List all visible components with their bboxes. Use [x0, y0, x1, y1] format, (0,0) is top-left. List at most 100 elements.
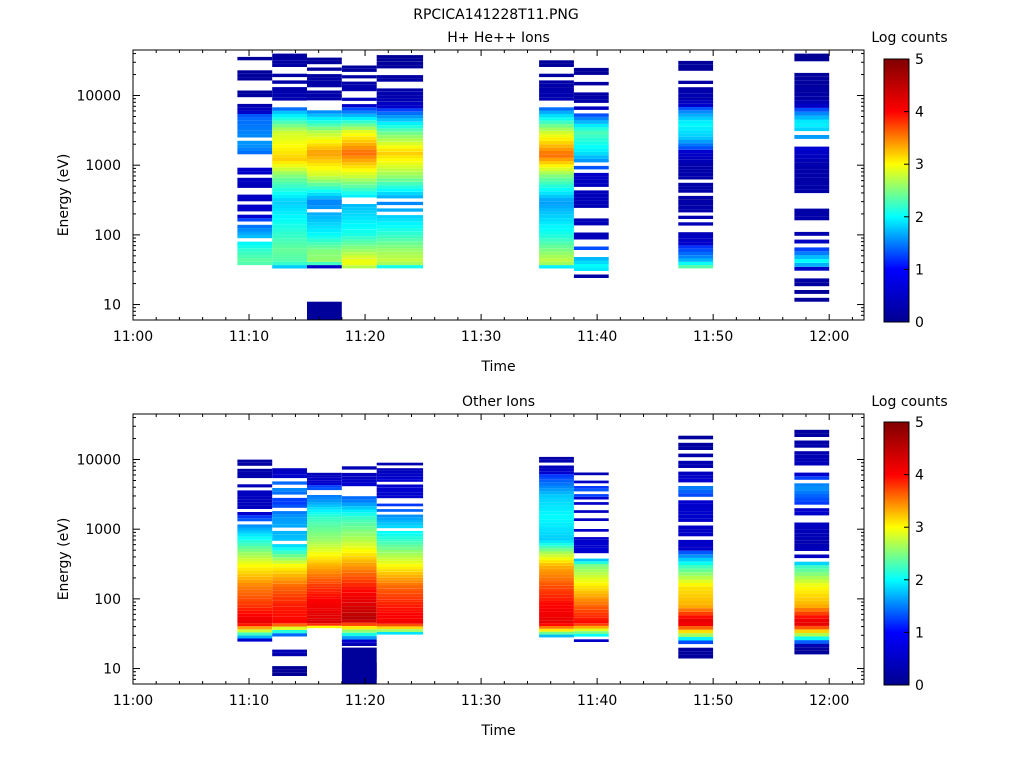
- x-tick-label: 11:20: [345, 329, 385, 345]
- heatmap-cell: [341, 647, 377, 684]
- heatmap-cell: [341, 84, 377, 88]
- heatmap-cell: [539, 631, 574, 635]
- heatmap-cell: [376, 215, 424, 219]
- heatmap-cell: [794, 135, 830, 139]
- heatmap-cell: [376, 588, 424, 591]
- heatmap-cell: [539, 130, 574, 135]
- heatmap-cell: [307, 110, 342, 114]
- heatmap-cell: [678, 156, 714, 160]
- heatmap-cell: [272, 567, 307, 571]
- heatmap-cell: [237, 244, 273, 249]
- heatmap-cell: [794, 127, 830, 132]
- heatmap-cell: [376, 530, 424, 534]
- heatmap-cell: [539, 218, 574, 222]
- heatmap-cell: [678, 215, 714, 219]
- heatmap-cell: [341, 509, 377, 513]
- heatmap-cell: [539, 63, 574, 67]
- heatmap-cell: [678, 446, 714, 450]
- heatmap-cell: [794, 154, 830, 159]
- heatmap-cell: [237, 595, 273, 599]
- heatmap-cell: [539, 231, 574, 235]
- heatmap-cell: [237, 261, 273, 266]
- heatmap-cell: [341, 506, 377, 510]
- heatmap-cell: [376, 168, 424, 172]
- heatmap-cell: [678, 435, 714, 440]
- heatmap-cell: [272, 161, 307, 165]
- heatmap-cell: [539, 90, 574, 94]
- heatmap-cell: [272, 251, 307, 255]
- heatmap-cell: [237, 248, 273, 252]
- heatmap-cell: [794, 529, 830, 534]
- heatmap-cell: [678, 140, 714, 144]
- heatmap-cell: [237, 564, 273, 568]
- heatmap-cell: [539, 623, 574, 626]
- heatmap-cell: [376, 108, 424, 112]
- heatmap-cell: [539, 511, 574, 515]
- heatmap-cell: [573, 264, 609, 268]
- heatmap-cell: [237, 197, 273, 202]
- heatmap-cell: [237, 546, 273, 550]
- heatmap-cell: [678, 633, 714, 637]
- heatmap-cell: [539, 137, 574, 141]
- heatmap-cell: [539, 585, 574, 589]
- heatmap-cell: [573, 588, 609, 591]
- heatmap-cell: [272, 187, 307, 192]
- heatmap-cell: [573, 221, 609, 226]
- heatmap-cell: [539, 471, 574, 475]
- heatmap-cell: [341, 606, 377, 610]
- heatmap-cell: [307, 67, 342, 71]
- heatmap-cell: [678, 636, 714, 641]
- heatmap-cell: [341, 596, 377, 600]
- heatmap-cell: [573, 628, 609, 632]
- heatmap-cell: [376, 563, 424, 567]
- heatmap-cell: [237, 117, 273, 121]
- heatmap-cell: [376, 178, 424, 182]
- heatmap-cell: [678, 532, 714, 537]
- heatmap-cell: [794, 100, 830, 104]
- heatmap-cell: [307, 480, 342, 483]
- heatmap-cell: [539, 548, 574, 552]
- heatmap-cell: [272, 471, 307, 475]
- colorbar-label: Log counts: [871, 394, 947, 410]
- panel-h-he-ions: 11:00 11:10 11:20 11:30 11:40 11:50 12:0010100…: [56, 30, 948, 375]
- heatmap-cell: [237, 558, 273, 562]
- heatmap-cell: [539, 611, 574, 615]
- heatmap-cell: [307, 551, 342, 555]
- heatmap-cell: [678, 601, 714, 605]
- heatmap-cell: [307, 74, 342, 78]
- heatmap-cell: [237, 533, 273, 537]
- heatmap-cell: [573, 158, 609, 163]
- heatmap-cell: [341, 194, 377, 198]
- heatmap-cell: [573, 599, 609, 602]
- heatmap-cell: [272, 620, 307, 624]
- heatmap-cell: [237, 144, 273, 148]
- colorbar-tick-label: 1: [915, 625, 924, 641]
- heatmap-cell: [678, 130, 714, 134]
- heatmap-cell: [376, 490, 424, 493]
- heatmap-cell: [573, 81, 609, 86]
- heatmap-cell: [307, 608, 342, 611]
- heatmap-cell: [678, 153, 714, 157]
- heatmap-cell: [573, 246, 609, 250]
- heatmap-cell: [539, 465, 574, 469]
- heatmap-cell: [794, 497, 830, 502]
- heatmap-cell: [237, 475, 273, 479]
- heatmap-cell: [539, 120, 574, 125]
- heatmap-cell: [794, 429, 830, 434]
- heatmap-cell: [678, 593, 714, 598]
- heatmap-cell: [272, 97, 307, 101]
- heatmap-cell: [794, 458, 830, 462]
- heatmap-cell: [237, 93, 273, 98]
- heatmap-cell: [539, 134, 574, 138]
- heatmap-cell: [794, 483, 830, 487]
- heatmap-cell: [794, 451, 830, 455]
- heatmap-cell: [794, 282, 830, 287]
- heatmap-cell: [307, 502, 342, 505]
- heatmap-cell: [272, 110, 307, 114]
- heatmap-cell: [376, 470, 424, 474]
- heatmap-cell: [376, 241, 424, 246]
- heatmap-cell: [237, 561, 273, 565]
- heatmap-cell: [794, 84, 830, 89]
- heatmap-cell: [307, 93, 342, 98]
- heatmap-cell: [237, 626, 273, 630]
